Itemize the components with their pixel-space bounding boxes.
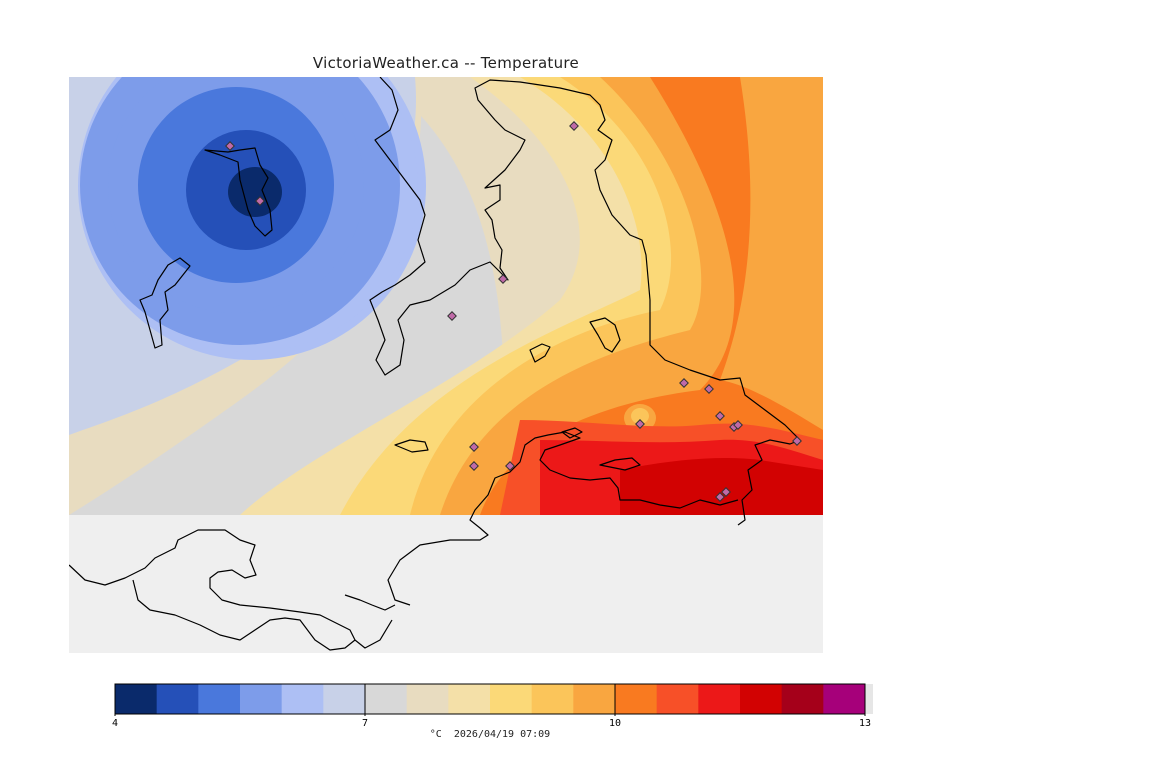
station-marker[interactable] — [635, 419, 645, 429]
station-marker[interactable] — [792, 436, 802, 446]
station-marker[interactable] — [469, 442, 479, 452]
color-swatch — [823, 684, 866, 714]
units-timestamp: °C 2026/04/19 07:09 — [400, 729, 580, 740]
color-swatch — [531, 684, 574, 714]
color-swatch — [781, 684, 824, 714]
color-swatch — [698, 684, 741, 714]
station-marker[interactable] — [679, 378, 689, 388]
station-marker[interactable] — [569, 121, 579, 131]
station-marker[interactable] — [505, 461, 515, 471]
station-marker[interactable] — [498, 274, 508, 284]
station-marker[interactable] — [715, 492, 725, 502]
color-swatch-edge — [865, 684, 873, 714]
color-swatch — [740, 684, 783, 714]
color-swatch — [615, 684, 658, 714]
color-scale-tick-label: 4 — [112, 718, 118, 729]
station-markers — [225, 121, 802, 502]
timestamp-label: 2026/04/19 07:09 — [453, 729, 551, 740]
color-swatch — [573, 684, 616, 714]
color-swatch — [656, 684, 699, 714]
color-swatch — [281, 684, 324, 714]
map-title: VictoriaWeather.ca -- Temperature — [312, 54, 580, 72]
color-swatch — [240, 684, 283, 714]
color-swatch — [490, 684, 533, 714]
color-swatch — [156, 684, 199, 714]
color-swatch — [365, 684, 408, 714]
color-scale-swatches — [114, 683, 873, 715]
color-swatch — [448, 684, 491, 714]
color-scale-tick-label: 10 — [609, 718, 621, 729]
temperature-field — [69, 77, 823, 515]
color-swatch — [406, 684, 449, 714]
color-swatch — [115, 684, 158, 714]
station-marker[interactable] — [255, 196, 265, 206]
station-marker[interactable] — [447, 311, 457, 321]
color-swatch — [198, 684, 241, 714]
station-marker[interactable] — [225, 141, 235, 151]
station-marker[interactable] — [704, 384, 714, 394]
color-swatch — [323, 684, 366, 714]
station-marker[interactable] — [469, 461, 479, 471]
station-marker[interactable] — [733, 420, 743, 430]
color-scale-tick-label: 7 — [362, 718, 368, 729]
color-scale-tick-label: 13 — [859, 718, 871, 729]
units-label: °C — [429, 729, 442, 740]
color-scale-ticks: 4 7 10 13 — [112, 684, 871, 729]
station-marker[interactable] — [721, 487, 731, 497]
station-marker[interactable] — [715, 411, 725, 421]
coastline — [69, 77, 801, 651]
